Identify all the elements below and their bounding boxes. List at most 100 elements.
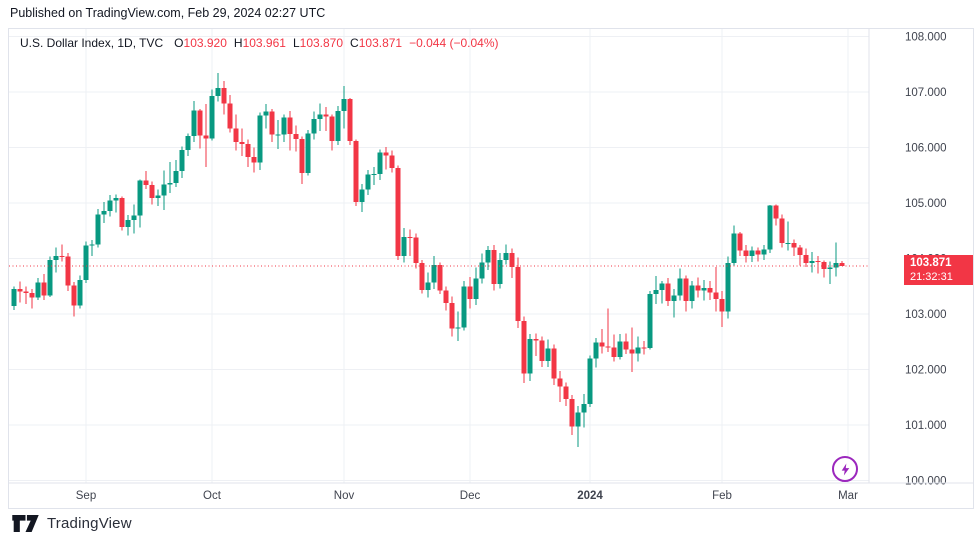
candle — [197, 108, 203, 149]
candle — [311, 111, 317, 140]
candle — [347, 97, 353, 145]
candle — [527, 334, 533, 381]
candle — [317, 103, 323, 132]
candle — [677, 268, 683, 301]
bar-countdown: 21:32:31 — [910, 271, 953, 283]
candle — [785, 221, 791, 251]
candle — [401, 228, 407, 263]
candle — [47, 256, 53, 297]
candle — [71, 282, 77, 317]
candle — [617, 334, 623, 360]
candle — [275, 119, 281, 149]
close-label: C — [350, 36, 359, 50]
candle — [161, 170, 167, 210]
chart-legend: U.S. Dollar Index, 1D, TVC O103.920 H103… — [20, 36, 499, 50]
candle — [545, 339, 551, 367]
candle — [629, 327, 635, 372]
candle — [455, 311, 461, 341]
candle — [419, 259, 425, 294]
candle — [743, 244, 749, 263]
candle — [647, 290, 653, 350]
y-axis-tick: 108.000 — [905, 32, 947, 44]
candle — [293, 125, 299, 152]
candle — [551, 344, 557, 386]
candle — [323, 107, 329, 132]
candle — [77, 275, 83, 309]
candle — [149, 181, 155, 205]
symbol-title[interactable]: U.S. Dollar Index, 1D, TVC — [20, 36, 164, 50]
candle — [833, 242, 839, 277]
candle — [683, 275, 689, 312]
candle — [245, 139, 251, 168]
candle — [563, 382, 569, 406]
candle — [137, 179, 143, 228]
candle — [29, 289, 35, 309]
candle — [569, 395, 575, 436]
last-price-label: 103.871 21:32:31 — [904, 255, 973, 285]
candle — [431, 255, 437, 290]
y-axis-tick: 106.000 — [905, 143, 947, 155]
close-value: 103.871 — [358, 36, 403, 50]
candle — [515, 257, 521, 329]
candle — [263, 103, 269, 129]
candle — [449, 296, 455, 337]
flash-publish-button[interactable] — [832, 456, 858, 482]
candle — [461, 280, 467, 331]
candle — [11, 286, 17, 310]
x-axis-tick: Oct — [203, 490, 222, 502]
low-label: L — [292, 36, 300, 50]
candle — [221, 81, 227, 115]
candle — [479, 253, 485, 284]
candle — [335, 106, 341, 145]
candle — [365, 169, 371, 195]
candle — [827, 261, 833, 285]
candle — [437, 262, 443, 295]
candle — [281, 114, 287, 143]
candle — [143, 171, 149, 189]
high-label: H — [233, 36, 243, 50]
open-label: O — [174, 36, 184, 50]
candle — [83, 241, 89, 284]
candle — [581, 394, 587, 428]
candlestick-chart[interactable]: 100.000101.000102.000103.000104.000105.0… — [9, 29, 973, 508]
time-axis[interactable] — [9, 484, 869, 508]
x-axis-tick: Sep — [76, 490, 96, 502]
candle — [767, 204, 773, 254]
candle — [791, 239, 797, 256]
candle — [521, 316, 527, 384]
candle — [173, 159, 179, 188]
candle — [239, 128, 245, 157]
tradingview-logo-icon — [12, 515, 39, 532]
candle — [593, 338, 599, 368]
candle — [467, 277, 473, 309]
y-axis-tick: 101.000 — [905, 420, 947, 432]
candle — [383, 147, 389, 170]
candle — [725, 256, 731, 319]
candle — [131, 204, 137, 234]
x-axis-tick: Mar — [838, 490, 858, 502]
y-axis-tick: 105.000 — [905, 198, 947, 210]
candle — [731, 225, 737, 266]
candle — [575, 405, 581, 447]
candle — [227, 94, 233, 133]
candle — [557, 370, 563, 402]
open-value: 103.920 — [183, 36, 227, 50]
candle — [119, 196, 125, 231]
tradingview-footer[interactable]: TradingView — [12, 515, 132, 532]
ohlc-open: O103.920 — [174, 36, 227, 50]
candle — [191, 101, 197, 143]
candle — [719, 290, 725, 327]
candle — [533, 333, 539, 356]
x-axis-tick: Dec — [460, 490, 481, 502]
candle — [413, 233, 419, 269]
candle — [257, 112, 263, 170]
candle — [59, 244, 65, 262]
candle — [509, 248, 515, 279]
candle — [269, 108, 275, 143]
ohlc-high: H103.961 — [234, 36, 286, 50]
candle — [779, 214, 785, 248]
candle — [689, 280, 695, 309]
candle — [233, 114, 239, 151]
candle — [707, 280, 713, 300]
